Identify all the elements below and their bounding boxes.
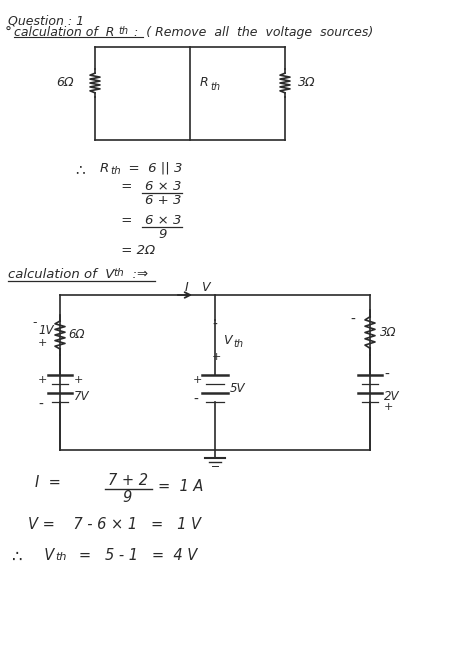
Text: 7 + 2: 7 + 2 (108, 473, 148, 488)
Text: calculation of  R: calculation of R (14, 26, 114, 39)
Text: +: + (38, 338, 47, 348)
Text: th: th (113, 268, 124, 278)
Text: -: - (350, 313, 355, 327)
Text: -: - (38, 398, 43, 412)
Text: 6Ω: 6Ω (56, 76, 74, 89)
Text: V: V (35, 548, 54, 563)
Text: +: + (384, 402, 393, 412)
Text: =   5 - 1   =  4 V: = 5 - 1 = 4 V (65, 548, 197, 563)
Text: 6 × 3: 6 × 3 (145, 214, 182, 227)
Text: R: R (200, 76, 209, 89)
Text: -: - (193, 393, 198, 407)
Text: = 2Ω: = 2Ω (100, 244, 155, 257)
Text: 3Ω: 3Ω (298, 76, 316, 89)
Text: 6 + 3: 6 + 3 (145, 194, 182, 207)
Text: :⇒: :⇒ (124, 268, 148, 281)
Text: =: = (100, 214, 132, 227)
Text: =: = (100, 180, 132, 193)
Text: th: th (55, 552, 66, 562)
Text: th: th (210, 82, 220, 92)
Text: th: th (110, 166, 121, 176)
Text: I  =: I = (35, 475, 61, 490)
Text: Question : 1: Question : 1 (8, 14, 84, 27)
Text: 7V: 7V (74, 390, 90, 403)
Text: -: - (32, 317, 36, 330)
Text: V: V (223, 334, 231, 346)
Text: +: + (74, 375, 83, 385)
Text: =  6 || 3: = 6 || 3 (120, 162, 182, 175)
Text: °: ° (5, 26, 12, 40)
Text: +: + (193, 375, 202, 385)
Text: ∴: ∴ (12, 548, 23, 566)
Text: R: R (100, 162, 109, 175)
Text: 1V: 1V (38, 325, 54, 338)
Text: =  1 A: = 1 A (158, 479, 203, 494)
Text: 5V: 5V (230, 382, 246, 394)
Text: th: th (118, 26, 128, 36)
Text: I: I (185, 281, 189, 294)
Text: -: - (212, 318, 217, 332)
Text: 6Ω: 6Ω (68, 328, 84, 342)
Text: V: V (201, 281, 209, 294)
Text: calculation of  V: calculation of V (8, 268, 114, 281)
Text: 6 × 3: 6 × 3 (145, 180, 182, 193)
Text: +: + (212, 352, 221, 362)
Text: ∴: ∴ (75, 162, 85, 177)
Text: 9: 9 (158, 228, 166, 241)
Text: th: th (233, 339, 243, 349)
Text: 3Ω: 3Ω (380, 327, 396, 340)
Text: V =    7 - 6 × 1   =   1 V: V = 7 - 6 × 1 = 1 V (28, 517, 201, 532)
Text: +: + (38, 375, 47, 385)
Text: :  ( Remove  all  the  voltage  sources): : ( Remove all the voltage sources) (130, 26, 373, 39)
Text: 9: 9 (122, 490, 131, 505)
Text: 2V: 2V (384, 390, 400, 403)
Text: -: - (384, 368, 389, 382)
